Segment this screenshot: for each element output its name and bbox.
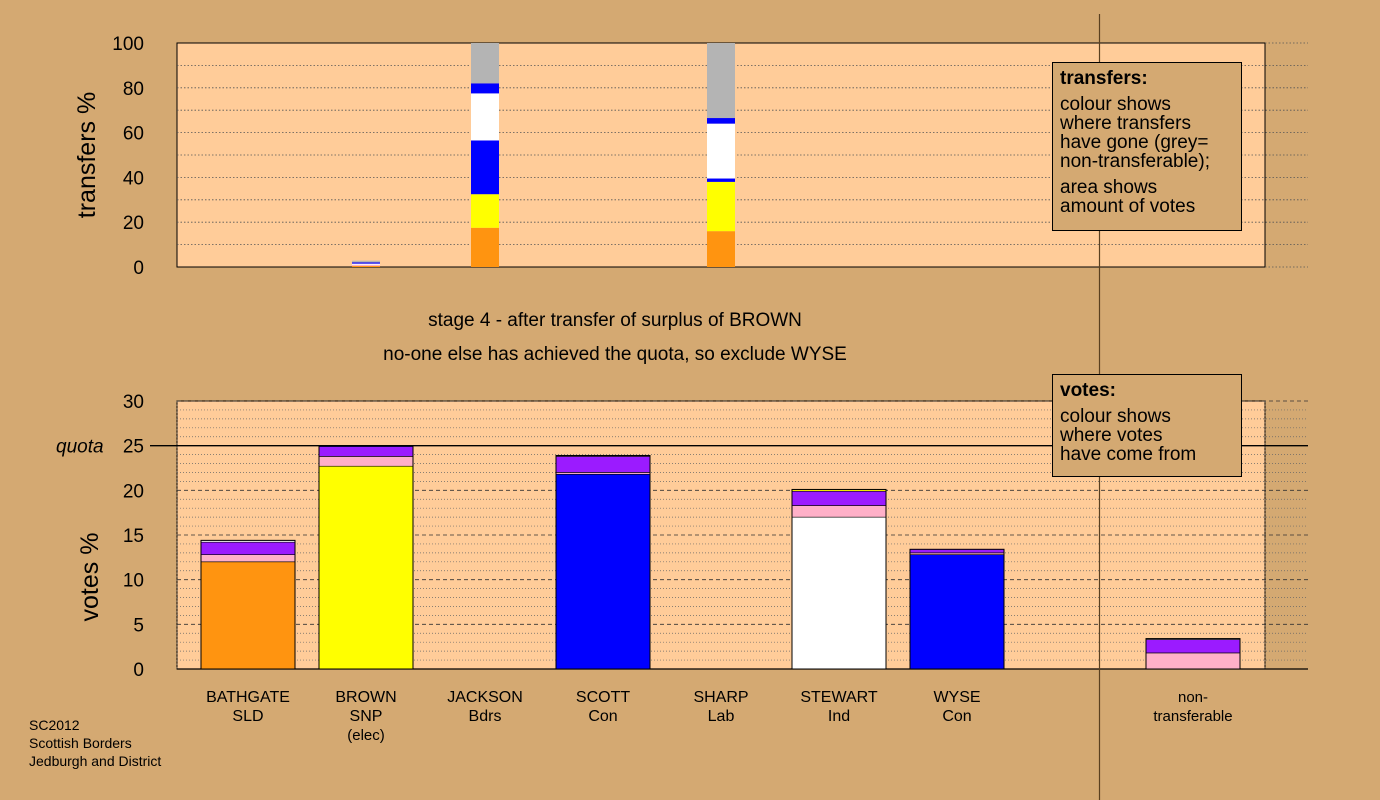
transfer-bar-segment xyxy=(707,181,735,232)
vote-bar-segment xyxy=(555,456,651,473)
votes-chart: 0 5 10 15 20 25 30 quota votes % xyxy=(56,392,1308,681)
transfers-legend-line: non-transferable); xyxy=(1060,151,1210,172)
votes-legend-line: where votes xyxy=(1060,425,1163,446)
stage-subtitle: no-one else has achieved the quota, so e… xyxy=(383,344,847,365)
vote-bar-segment xyxy=(1145,652,1241,670)
vote-bar-segment xyxy=(909,548,1005,554)
nontransferable-label: non- transferable xyxy=(1153,688,1232,726)
candidate-label: BROWN SNP (elec) xyxy=(335,688,396,745)
transfers-tick-label: 80 xyxy=(123,79,144,100)
candidate-party: SNP xyxy=(349,708,383,725)
transfer-bar-segment xyxy=(471,43,499,84)
transfer-bar-segment xyxy=(707,123,735,179)
candidate-party: Con xyxy=(942,708,972,725)
vote-bar-outline xyxy=(555,454,651,670)
transfers-legend-box: transfers: colour shows where transfers … xyxy=(1052,62,1242,231)
vote-bar-segment xyxy=(200,554,296,563)
footer-line: Scottish Borders xyxy=(29,735,132,751)
votes-tick-label: 20 xyxy=(123,481,144,502)
votes-tick-label: 25 xyxy=(123,437,144,458)
votes-tick-label: 10 xyxy=(123,571,144,592)
transfers-legend-title: transfers: xyxy=(1060,68,1148,89)
votes-legend-line: have come from xyxy=(1060,444,1197,465)
quota-label: quota xyxy=(56,437,104,458)
votes-legend-box: votes: colour shows where votes have com… xyxy=(1052,374,1242,477)
candidate-label: SCOTT Con xyxy=(576,688,630,726)
transfer-bar-segment xyxy=(707,231,735,267)
nontransferable-line: non- xyxy=(1177,689,1209,706)
transfers-legend-line: amount of votes xyxy=(1060,196,1196,217)
candidate-party: Con xyxy=(588,708,618,725)
votes-tick-label: 15 xyxy=(123,526,144,547)
candidate-name: STEWART xyxy=(800,689,878,706)
footer-caption: SC2012 Scottish Borders Jedburgh and Dis… xyxy=(29,716,161,770)
transfer-bar-segment xyxy=(471,194,499,228)
vote-bar-segment xyxy=(200,561,296,670)
transfers-legend-line: where transfers xyxy=(1060,113,1191,134)
votes-tick-label: 30 xyxy=(123,392,144,413)
transfer-bar-segment xyxy=(707,43,735,119)
vote-bar-outline xyxy=(791,488,887,670)
candidate-name: SCOTT xyxy=(575,689,631,706)
candidate-label: JACKSON Bdrs xyxy=(447,688,523,726)
transfers-tick-label: 40 xyxy=(123,168,144,189)
transfer-bar-segment xyxy=(707,178,735,182)
votes-legend-line: colour shows xyxy=(1060,406,1171,427)
vote-bar-outline xyxy=(318,445,414,670)
candidate-party: Bdrs xyxy=(468,708,502,725)
transfers-axis-label: transfers % xyxy=(73,92,101,218)
vote-bar-segment xyxy=(1145,639,1241,654)
candidate-name: BATHGATE xyxy=(206,689,290,706)
transfers-tick-label: 0 xyxy=(133,258,144,279)
transfers-tick-label: 60 xyxy=(123,124,144,145)
candidate-label: WYSE Con xyxy=(933,688,980,726)
vote-bar-segment xyxy=(318,465,414,670)
transfers-tick-label: 100 xyxy=(112,34,144,55)
vote-bar-segment xyxy=(318,456,414,467)
transfers-legend-line: colour shows xyxy=(1060,94,1171,115)
transfers-tick-label: 20 xyxy=(123,213,144,234)
transfer-bar-segment xyxy=(352,263,380,265)
vote-bar-outline xyxy=(1145,638,1241,670)
candidate-party: Ind xyxy=(827,708,851,725)
votes-tick-label: 0 xyxy=(133,660,144,681)
candidate-name: JACKSON xyxy=(447,689,523,706)
transfer-bar-segment xyxy=(471,140,499,195)
candidate-name: WYSE xyxy=(933,689,981,706)
stage-title: stage 4 - after transfer of surplus of B… xyxy=(428,310,802,331)
vote-bar-segment xyxy=(791,490,887,506)
candidate-party: SLD xyxy=(232,708,264,725)
transfer-bar-segment xyxy=(707,118,735,124)
candidate-label: BATHGATE SLD xyxy=(206,688,290,726)
footer-line: Jedburgh and District xyxy=(29,753,162,769)
candidate-name: SHARP xyxy=(693,689,749,706)
votes-axis-label: votes % xyxy=(76,533,104,622)
transfer-bar-segment xyxy=(471,83,499,94)
transfer-bar-segment xyxy=(352,265,380,267)
vote-bar-outline xyxy=(909,548,1005,670)
candidate-name: BROWN xyxy=(335,689,397,706)
vote-bar-segment xyxy=(200,541,296,555)
nontransferable-line: transferable xyxy=(1153,708,1233,725)
candidate-status: (elec) xyxy=(347,727,385,744)
transfers-legend-line: area shows xyxy=(1060,177,1158,198)
transfer-bar-segment xyxy=(471,93,499,141)
transfer-bar-segment xyxy=(352,262,380,264)
vote-bar-segment xyxy=(791,505,887,518)
vote-bar-segment xyxy=(909,554,1005,670)
transfers-legend-line: have gone (grey= xyxy=(1060,132,1209,153)
votes-legend-title: votes: xyxy=(1060,380,1116,401)
footer-line: SC2012 xyxy=(29,717,80,733)
vote-bar-segment xyxy=(318,446,414,457)
candidate-party: Lab xyxy=(707,708,735,725)
transfer-bar-segment xyxy=(352,260,380,263)
vote-bar-outline xyxy=(200,539,296,670)
vote-bar-segment xyxy=(555,473,651,670)
transfer-bar-segment xyxy=(471,227,499,267)
candidate-label: STEWART Ind xyxy=(800,688,877,726)
vote-bar-segment xyxy=(791,516,887,670)
transfer-bar-segment xyxy=(352,264,380,266)
candidate-label: SHARP Lab xyxy=(693,688,748,726)
votes-tick-label: 5 xyxy=(133,615,144,636)
